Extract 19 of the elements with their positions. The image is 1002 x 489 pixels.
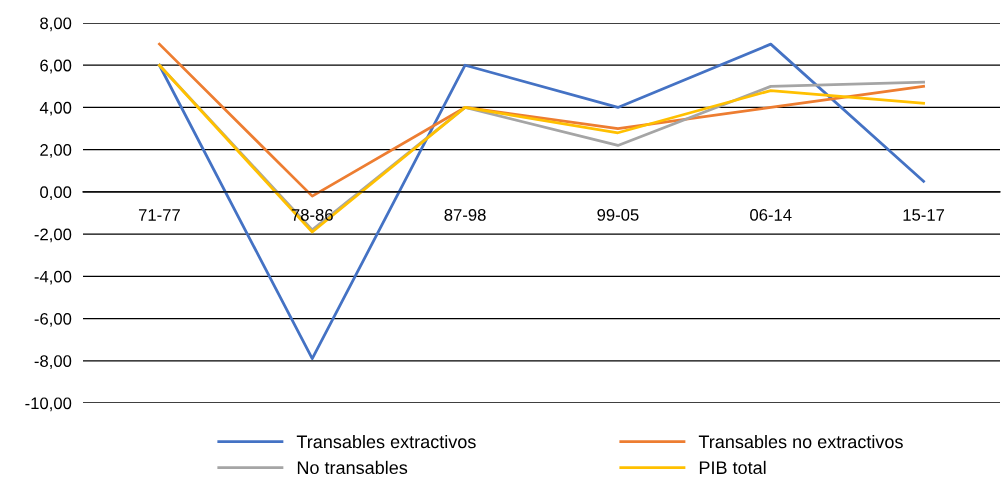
legend-label: Transables extractivos [296, 434, 476, 449]
y-tick-label: -4,00 [34, 270, 72, 285]
x-tick-label: 15-17 [903, 209, 945, 221]
y-tick-label: 0,00 [40, 186, 72, 201]
y-tick-label: -10,00 [25, 397, 72, 412]
y-tick-label: -6,00 [34, 312, 72, 327]
y-tick-label: 6,00 [40, 59, 72, 74]
x-tick-label: 71-77 [138, 209, 180, 221]
legend-label: PIB total [699, 460, 766, 475]
legend-label: No transables [297, 460, 408, 475]
x-tick-label: 87-98 [444, 209, 486, 221]
x-tick-label: 99-05 [597, 209, 639, 221]
y-tick-label: 2,00 [40, 144, 72, 158]
y-tick-label: 4,00 [39, 101, 72, 116]
x-tick-label: 06-14 [750, 209, 792, 221]
legend-label: Transables no extractivos [698, 434, 903, 449]
y-tick-label: 8,00 [40, 17, 72, 32]
y-tick-label: -8,00 [34, 355, 72, 369]
y-tick-label: -2,00 [34, 228, 72, 243]
